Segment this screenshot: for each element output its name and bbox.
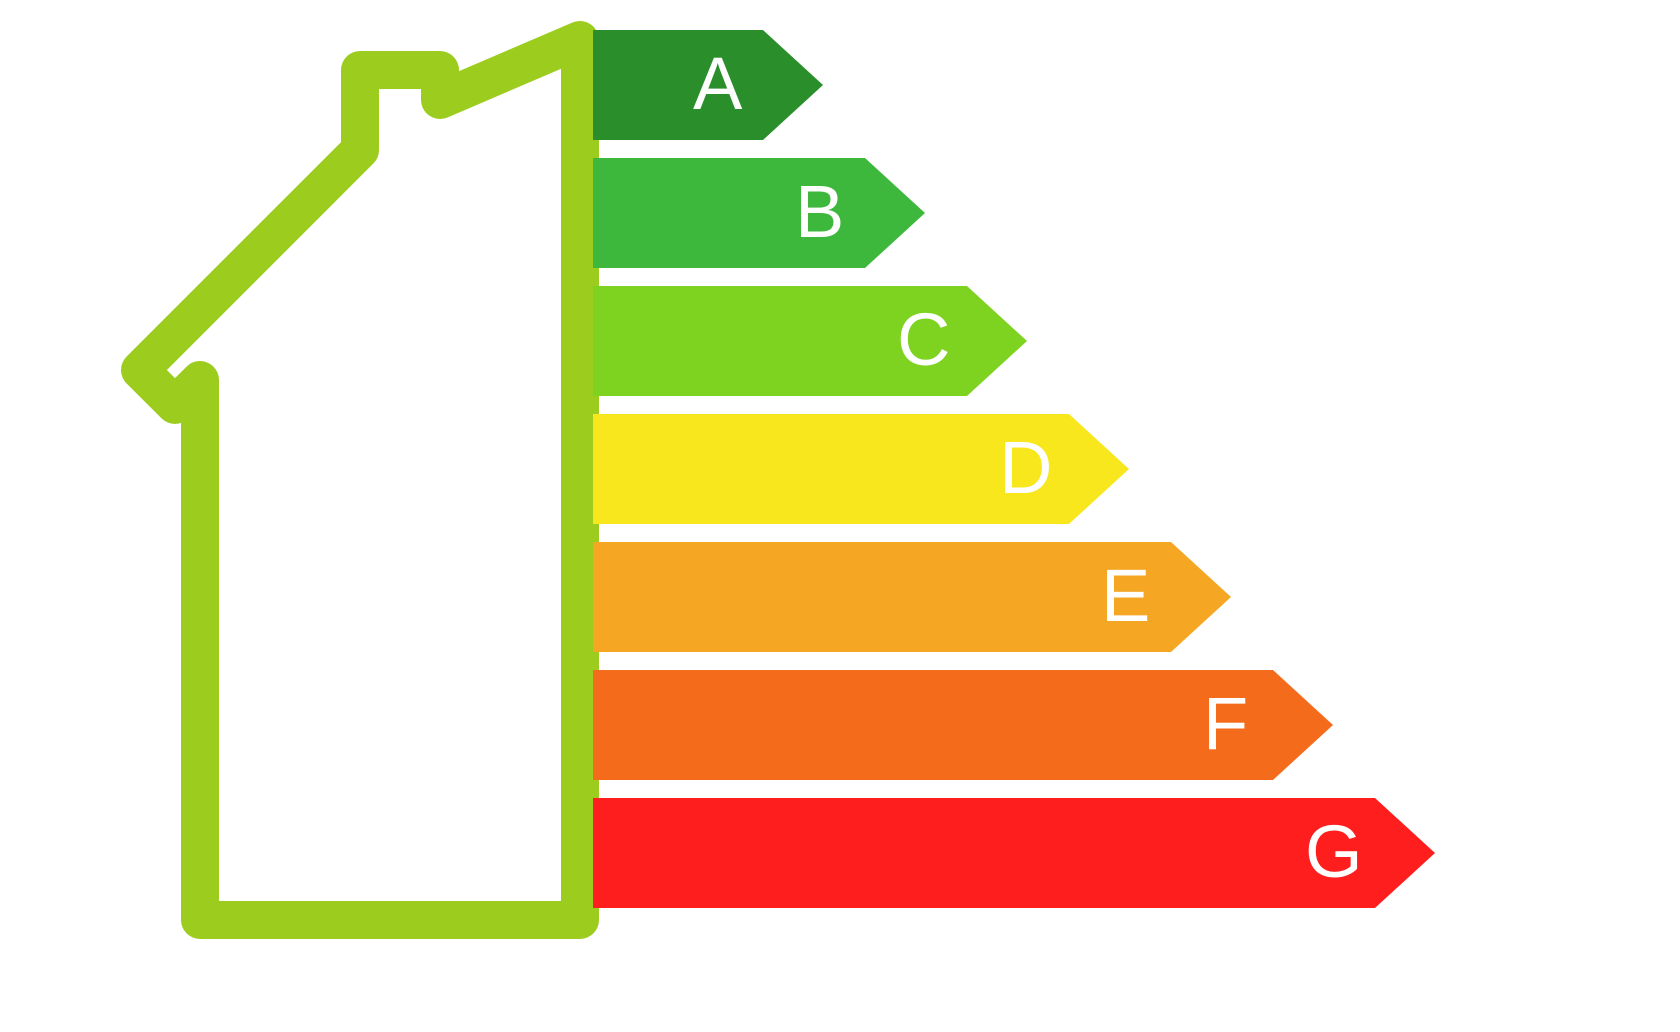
energy-label-diagram: ABCDEFG [0,0,1680,1032]
rating-letter-c: C [897,297,950,382]
rating-bar-e: E [593,542,1231,652]
rating-letter-d: D [999,425,1052,510]
arrow-bar-icon [593,286,1027,396]
rating-bar-g: G [593,798,1435,908]
rating-letter-b: B [795,169,844,254]
rating-bar-b: B [593,158,925,268]
energy-rating-bars: ABCDEFG [593,30,1680,1030]
arrow-bar-icon [593,158,925,268]
house-icon [80,10,620,950]
rating-letter-e: E [1101,553,1150,638]
rating-bar-a: A [593,30,823,140]
rating-bar-c: C [593,286,1027,396]
rating-letter-f: F [1203,681,1248,766]
rating-bar-f: F [593,670,1333,780]
rating-letter-a: A [693,41,742,126]
rating-letter-g: G [1305,809,1363,894]
rating-bar-d: D [593,414,1129,524]
